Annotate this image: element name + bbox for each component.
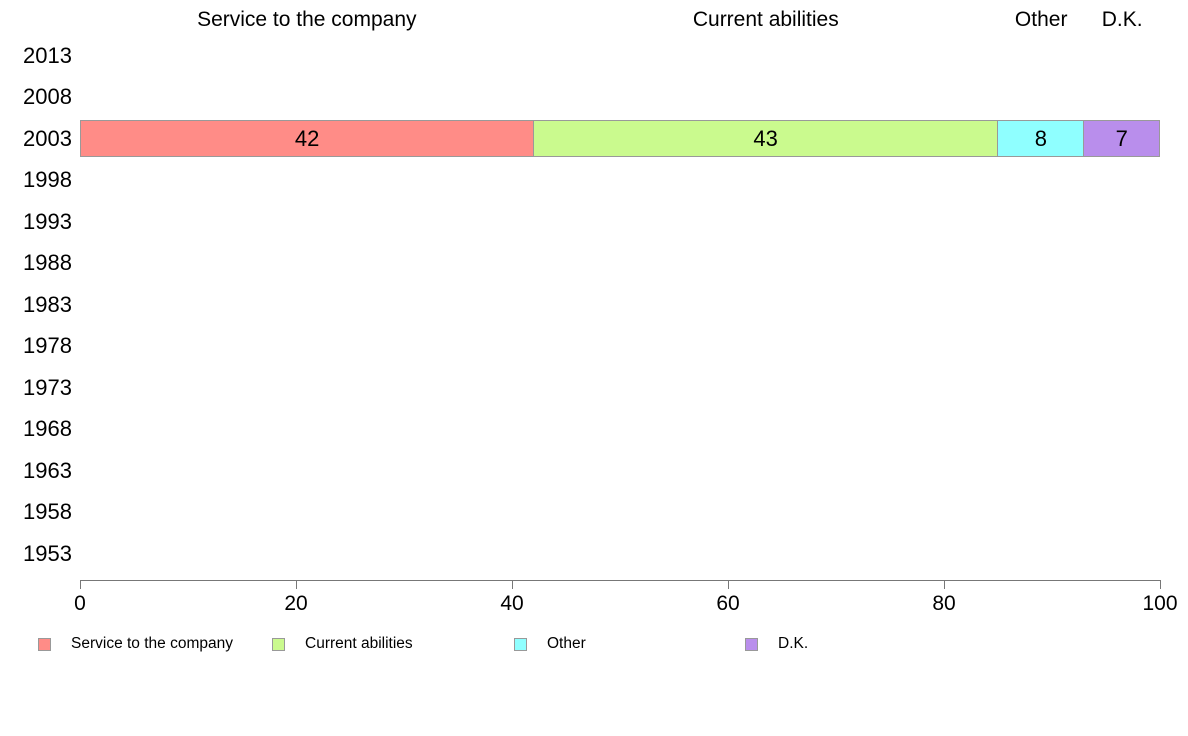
x-axis-tick-60 (728, 580, 729, 589)
x-axis-tick-20 (296, 580, 297, 589)
y-axis-label-1968: 1968 (23, 416, 72, 442)
y-axis-label-1963: 1963 (23, 457, 72, 483)
legend-swatch-service-to-the-company (38, 637, 51, 651)
bar-value-label: 42 (294, 125, 320, 151)
bar-segment-other: 8 (997, 120, 1085, 158)
y-axis-label-2013: 2013 (23, 43, 72, 68)
x-axis-tick-label-100: 100 (1142, 592, 1178, 615)
x-axis-line (80, 580, 1160, 581)
column-header-other: Other (1014, 8, 1068, 31)
y-axis-label-1978: 1978 (23, 333, 72, 359)
column-header-current-abilities: Current abilities (692, 8, 839, 31)
y-axis-label-2008: 2008 (23, 84, 72, 110)
bar-segment-current-abilities: 43 (533, 120, 999, 158)
x-axis-tick-label-40: 40 (500, 592, 524, 615)
legend-item-d-k: D.K. (745, 635, 809, 652)
y-axis-label-1983: 1983 (23, 291, 72, 317)
legend-item-other: Other (514, 635, 586, 652)
y-axis-label-1998: 1998 (23, 167, 72, 193)
bar-value-label: 43 (753, 125, 778, 151)
x-axis-tick-0 (80, 580, 81, 589)
bar-value-label: 8 (1034, 125, 1047, 151)
x-axis-tick-label-0: 0 (74, 592, 86, 615)
x-axis-tick-label-60: 60 (716, 592, 740, 615)
legend-swatch-other (514, 637, 527, 651)
legend-swatch-current-abilities (272, 637, 285, 651)
column-header-service-to-the-company: Service to the company (197, 8, 417, 31)
x-axis-tick-80 (944, 580, 945, 589)
bar-row-2003: 42 43 8 7 (80, 120, 1160, 158)
legend-item-current-abilities: Current abilities (272, 635, 413, 652)
y-axis-label-1993: 1993 (23, 208, 72, 234)
legend-label: Service to the company (71, 635, 233, 652)
legend-label: D.K. (778, 635, 809, 652)
y-axis-label-1988: 1988 (23, 250, 72, 276)
y-axis-label-1953: 1953 (23, 540, 72, 566)
legend-label: Current abilities (305, 635, 413, 652)
x-axis-tick-label-80: 80 (932, 592, 956, 615)
y-axis-label-1958: 1958 (23, 499, 72, 525)
x-axis-tick-100 (1160, 580, 1161, 589)
legend-swatch-d-k (745, 637, 758, 651)
bar-value-label: 7 (1115, 125, 1128, 151)
legend-label: Other (547, 635, 586, 652)
legend-item-service-to-the-company: Service to the company (38, 635, 233, 652)
x-axis-tick-40 (512, 580, 513, 589)
column-header-d-k: D.K. (1101, 8, 1143, 31)
bar-segment-d-k: 7 (1083, 120, 1160, 158)
bar-segment-service-to-the-company: 42 (80, 120, 535, 158)
y-axis-label-2003: 2003 (23, 125, 72, 151)
x-axis-tick-label-20: 20 (284, 592, 308, 615)
y-axis-label-1973: 1973 (23, 374, 72, 400)
